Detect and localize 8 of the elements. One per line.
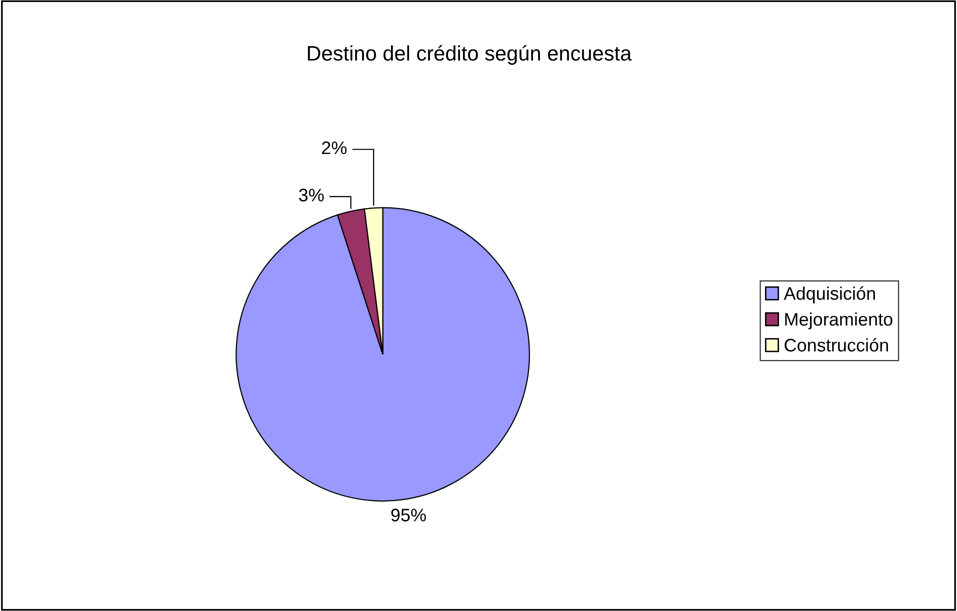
data-label: 3% bbox=[299, 188, 324, 202]
legend-label: Adquisición bbox=[784, 286, 875, 304]
chart-title: Destino del crédito según encuesta bbox=[308, 45, 632, 65]
data-label: 2% bbox=[322, 141, 347, 154]
data-label: 95% bbox=[391, 508, 426, 522]
legend-label: Construcción bbox=[784, 338, 888, 352]
legend-label: Mejoramiento bbox=[785, 312, 892, 330]
pie-slice bbox=[236, 207, 530, 502]
